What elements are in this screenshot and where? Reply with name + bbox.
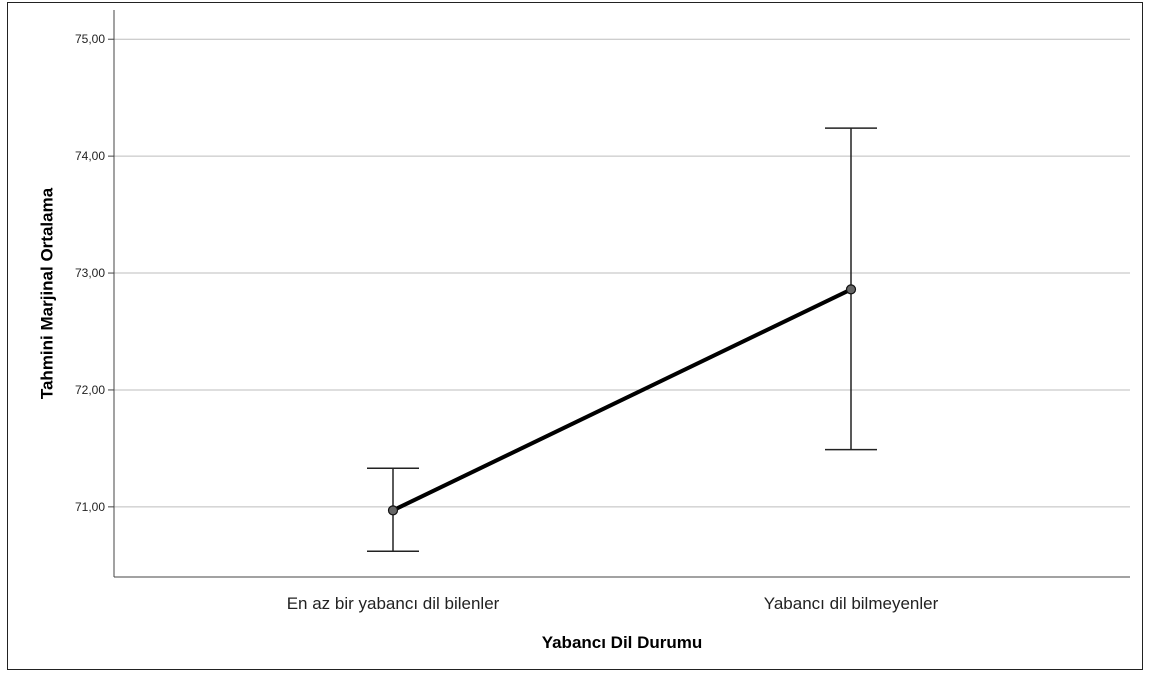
axes bbox=[113, 10, 1130, 578]
x-tick-label: En az bir yabancı dil bilenler bbox=[287, 594, 500, 613]
y-tick-label: 72,00 bbox=[75, 383, 105, 397]
y-axis-title: Tahmini Marjinal Ortalama bbox=[37, 187, 56, 399]
data-point bbox=[387, 505, 399, 516]
x-tick-label: Yabancı dil bilmeyenler bbox=[764, 594, 939, 613]
series-line bbox=[392, 287, 852, 513]
x-axis-title: Yabancı Dil Durumu bbox=[542, 633, 703, 652]
y-tick-label: 75,00 bbox=[75, 32, 105, 46]
y-tick-label: 71,00 bbox=[75, 500, 105, 514]
y-tick-label: 74,00 bbox=[75, 149, 105, 163]
grid-lines bbox=[114, 38, 1130, 508]
series-line-group bbox=[392, 287, 852, 513]
y-tick-label: 73,00 bbox=[75, 266, 105, 280]
chart-frame bbox=[7, 2, 1143, 670]
data-point bbox=[845, 284, 857, 295]
data-points bbox=[387, 284, 857, 516]
x-tick-labels: En az bir yabancı dil bilenler Yabancı di… bbox=[287, 594, 939, 613]
y-tick-labels: 71,00 72,00 73,00 74,00 75,00 bbox=[75, 32, 114, 514]
